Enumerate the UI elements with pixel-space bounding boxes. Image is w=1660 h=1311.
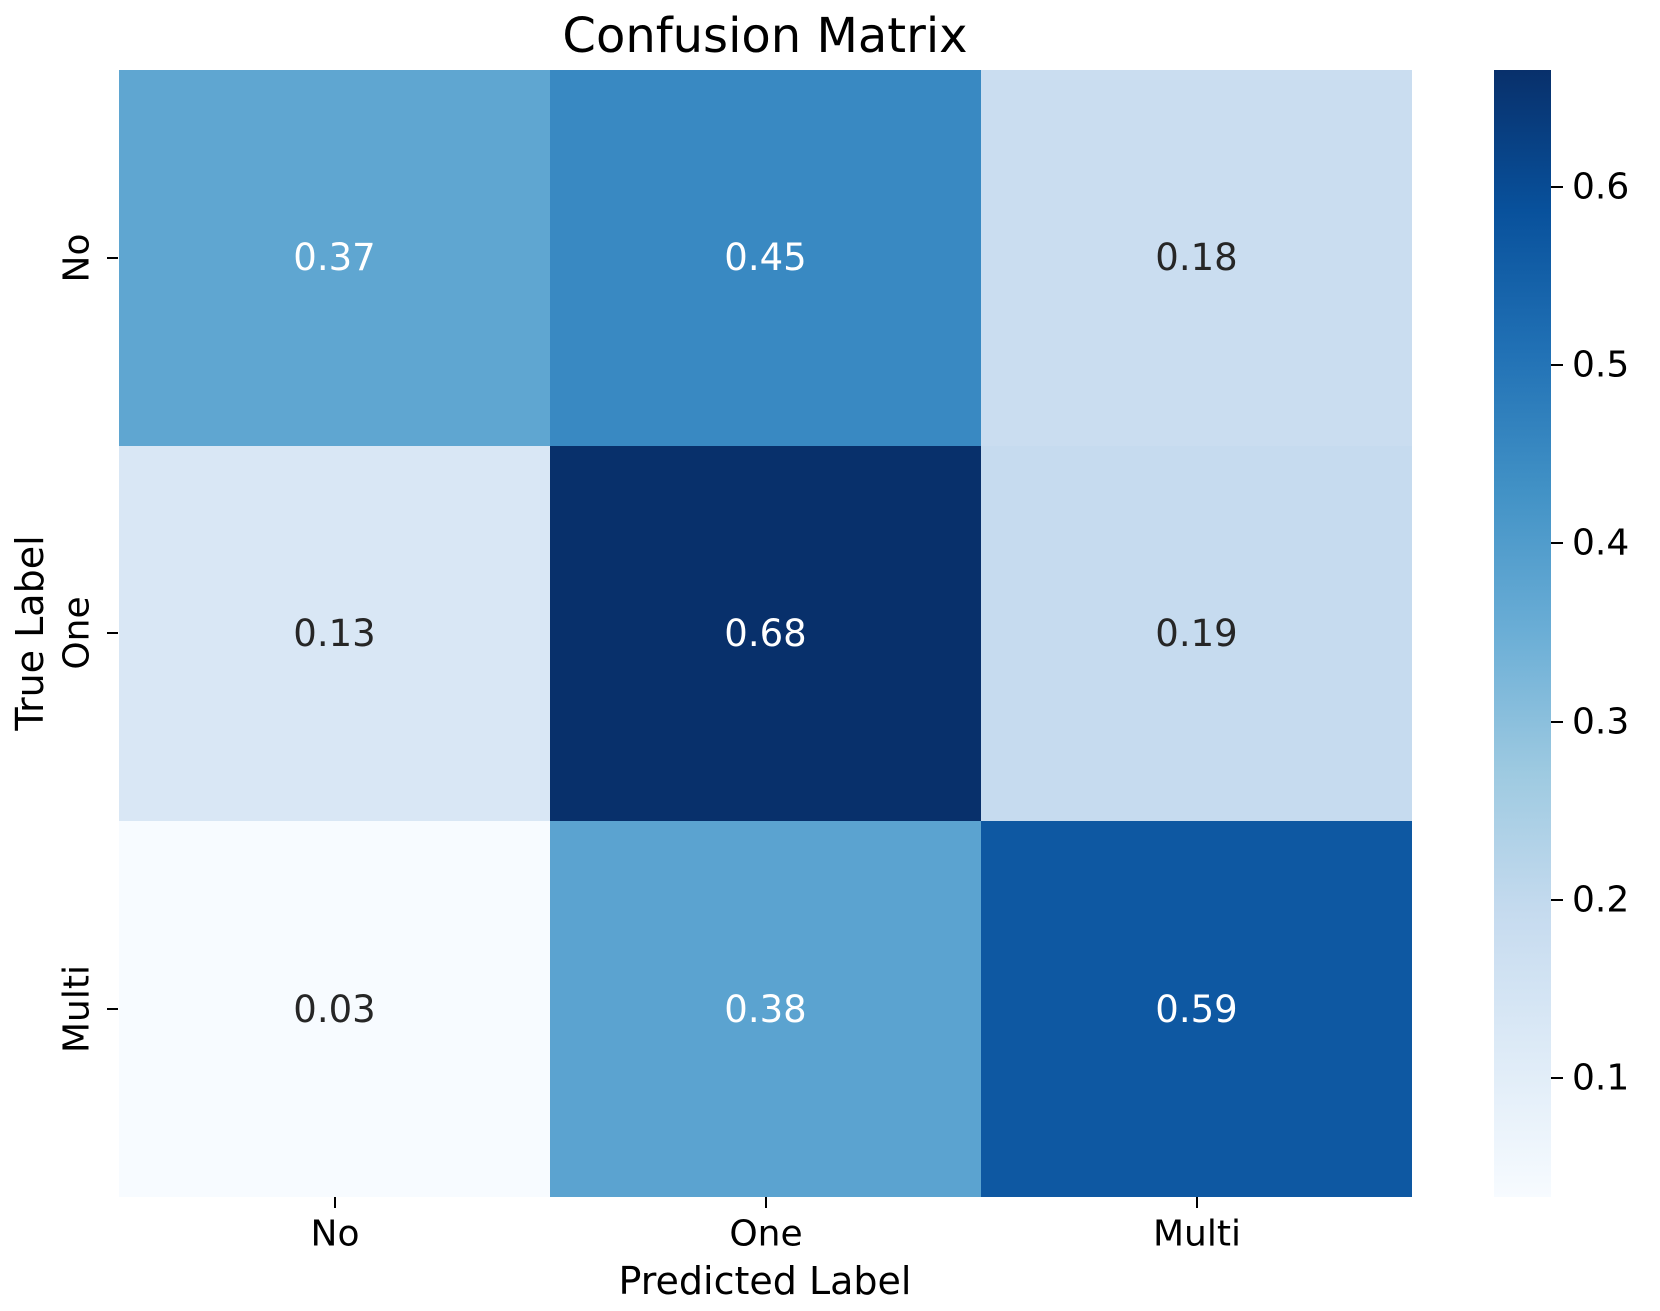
colorbar-tick-label: 0.5 bbox=[1572, 344, 1630, 386]
colorbar-tick-label: 0.1 bbox=[1572, 1057, 1630, 1099]
matrix-cell: 0.18 bbox=[981, 70, 1412, 446]
matrix-cell: 0.37 bbox=[119, 70, 550, 446]
y-tick-mark bbox=[107, 1008, 118, 1010]
colorbar-tick-mark bbox=[1551, 721, 1563, 723]
colorbar-tick-mark bbox=[1551, 899, 1563, 901]
matrix-cell: 0.59 bbox=[981, 821, 1412, 1197]
colorbar-tick-mark bbox=[1551, 542, 1563, 544]
matrix-cell: 0.45 bbox=[550, 70, 981, 446]
x-tick-label-no: No bbox=[310, 1213, 360, 1255]
matrix-cell: 0.03 bbox=[119, 821, 550, 1197]
x-tick-mark bbox=[334, 1197, 336, 1208]
y-tick-label-one: One bbox=[56, 596, 98, 670]
x-tick-mark bbox=[765, 1197, 767, 1208]
y-tick-label-no: No bbox=[56, 233, 98, 283]
x-tick-label-multi: Multi bbox=[1153, 1213, 1241, 1255]
colorbar-tick-mark bbox=[1551, 364, 1563, 366]
colorbar-tick-label: 0.2 bbox=[1572, 879, 1630, 921]
x-tick-mark bbox=[1196, 1197, 1198, 1208]
colorbar-tick-label: 0.4 bbox=[1572, 522, 1630, 564]
matrix-cell: 0.68 bbox=[550, 445, 981, 822]
y-tick-label-multi: Multi bbox=[56, 965, 98, 1053]
matrix-cell: 0.19 bbox=[981, 445, 1412, 822]
y-tick-mark bbox=[107, 257, 118, 259]
colorbar-tick-label: 0.6 bbox=[1572, 166, 1630, 208]
colorbar-tick-mark bbox=[1551, 1077, 1563, 1079]
x-tick-label-one: One bbox=[729, 1213, 803, 1255]
heatmap-grid: 0.37 0.45 0.18 0.13 0.68 0.19 0.03 0.38 … bbox=[119, 70, 1412, 1197]
colorbar-tick-label: 0.3 bbox=[1572, 701, 1630, 743]
chart-title: Confusion Matrix bbox=[562, 8, 968, 64]
x-axis-label: Predicted Label bbox=[618, 1259, 912, 1303]
colorbar-gradient bbox=[1494, 70, 1551, 1197]
matrix-cell: 0.13 bbox=[119, 445, 550, 822]
y-tick-mark bbox=[107, 632, 118, 634]
matrix-cell: 0.38 bbox=[550, 821, 981, 1197]
y-axis-label: True Label bbox=[8, 535, 52, 731]
colorbar-tick-mark bbox=[1551, 186, 1563, 188]
